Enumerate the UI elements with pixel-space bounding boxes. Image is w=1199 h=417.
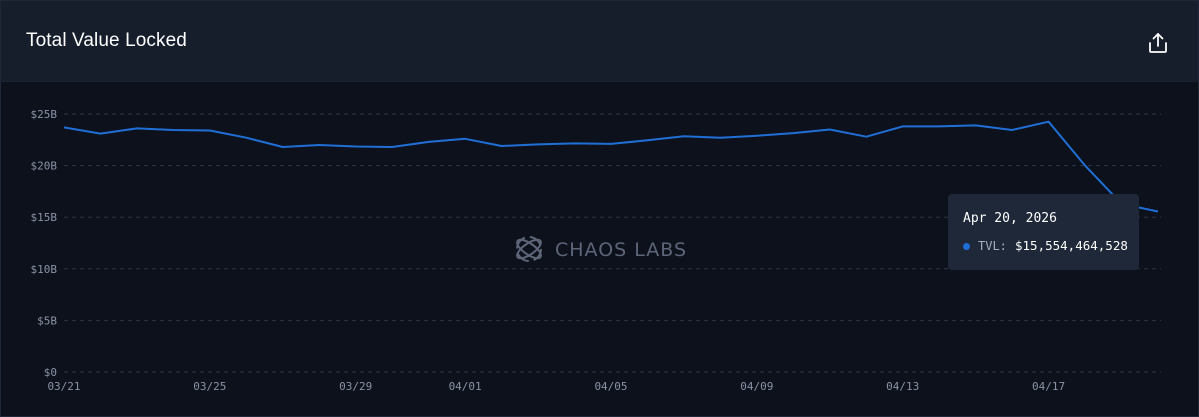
watermark-text: CHAOS LABS [555,239,687,261]
chaos-labs-logo-icon [516,236,542,262]
x-axis-ticks: 03/21 03/25 03/29 04/01 04/05 04/09 04/13 04/17 [47,380,1065,393]
tooltip-date: Apr 20, 2026 [963,211,1057,226]
chart-tooltip: Apr 20, 2026 TVL: $15,554,464,528 [948,194,1139,270]
y-axis-ticks: $0 $5B $10B $15B $20B $25B [31,108,58,379]
y-tick-label: $5B [37,314,57,327]
x-tick-label: 04/01 [449,380,482,393]
x-tick-label: 04/17 [1032,380,1065,393]
series-color-dot [963,243,970,250]
x-tick-label: 04/09 [740,380,773,393]
tooltip-value: $15,554,464,528 [1015,238,1128,253]
card-title: Total Value Locked [26,30,187,51]
x-tick-label: 04/05 [594,380,627,393]
x-tick-label: 03/21 [47,380,80,393]
y-tick-label: $25B [31,108,58,121]
chaos-labs-watermark: CHAOS LABS [516,236,687,262]
y-tick-label: $0 [44,366,57,379]
y-tick-label: $20B [31,160,58,173]
x-tick-label: 03/25 [193,380,226,393]
share-upload-icon[interactable] [1145,30,1171,56]
card-header: Total Value Locked [1,1,1198,82]
tooltip-label: TVL: [978,239,1007,253]
tvl-series-line [63,120,1159,213]
y-tick-label: $15B [31,211,58,224]
x-tick-label: 03/29 [339,380,372,393]
x-tick-label: 04/13 [886,380,919,393]
y-tick-label: $10B [31,263,58,276]
